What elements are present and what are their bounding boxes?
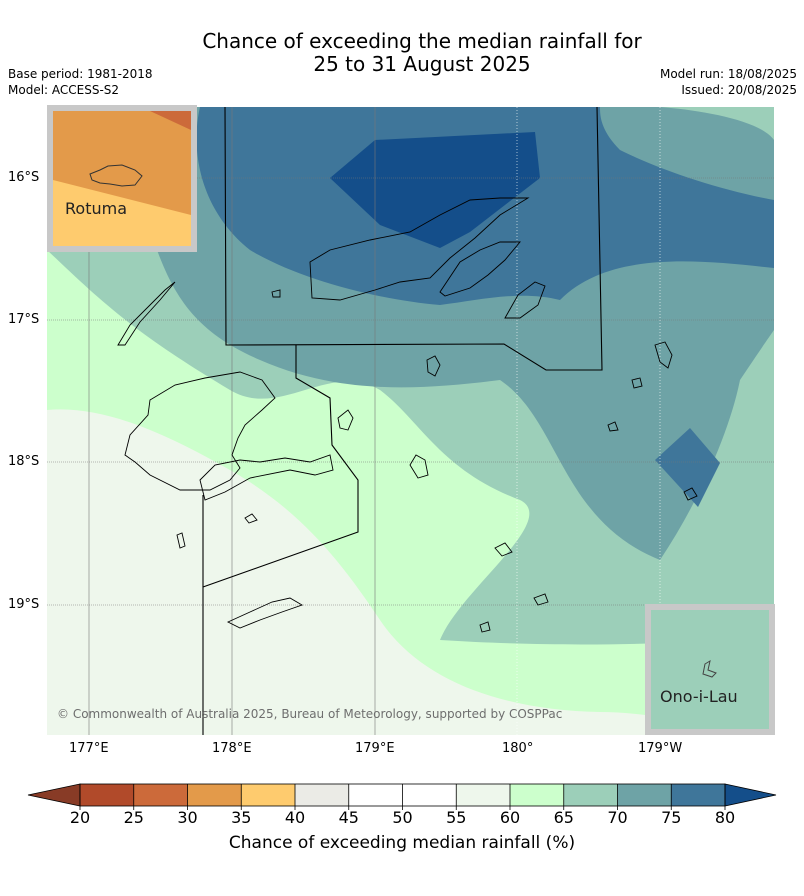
onoilau-inset <box>645 604 775 735</box>
island-small-1 <box>479 621 491 633</box>
lon-label-180: 180° <box>502 741 534 756</box>
onoilau-contour-65-70 <box>651 610 769 729</box>
island-small-3 <box>271 289 281 298</box>
colorbar-tick-label: 60 <box>499 808 521 827</box>
rotuma-island <box>89 164 143 187</box>
island-yasawa <box>117 281 176 346</box>
colorbar-tick-label: 40 <box>284 808 306 827</box>
contour-75-80-south <box>655 428 720 507</box>
colorbar-over-arrow <box>724 783 777 807</box>
copyright-notice: © Commonwealth of Australia 2025, Bureau… <box>57 707 563 721</box>
meta-left: Base period: 1981-2018 Model: ACCESS-S2 <box>8 66 153 98</box>
colorbar-tick-label: 30 <box>177 808 198 827</box>
island-beqa <box>244 513 258 524</box>
islands <box>117 197 698 633</box>
colorbar-segment <box>295 784 349 806</box>
colorbar-tick-label: 50 <box>392 808 413 827</box>
zone-boundaries <box>202 107 603 735</box>
model-run-label: Model run: 18/08/2025 <box>659 67 797 81</box>
chart-title: Chance of exceeding the median rainfall … <box>0 30 804 76</box>
contour-80-plus <box>330 132 540 248</box>
colorbar-segment <box>348 784 403 806</box>
colorbar-segment <box>241 784 295 806</box>
colorbar-tick-label: 25 <box>123 808 144 827</box>
taveuni-island <box>439 241 521 297</box>
lon-label-177e: 177°E <box>69 741 109 756</box>
colorbar-title: Chance of exceeding median rainfall (%) <box>228 833 576 853</box>
colorbar-tick-label: 70 <box>607 808 628 827</box>
rotuma-contour-35-40 <box>53 180 191 246</box>
colorbar-segment <box>187 784 242 806</box>
island-moala <box>683 487 698 501</box>
viti-levu-island <box>124 371 276 491</box>
island-lakeba <box>654 341 673 369</box>
colorbar-segment <box>671 784 725 806</box>
model-label: Model: ACCESS-S2 <box>8 83 120 97</box>
title-line-2: 25 to 31 August 2025 <box>313 52 531 76</box>
island-koro <box>426 355 441 377</box>
colorbar-segment <box>133 784 188 806</box>
lon-label-178e: 178°E <box>212 741 252 756</box>
island-ogea <box>533 593 549 606</box>
rotuma-contour-25-30 <box>150 111 191 130</box>
colorbar-tick-label: 65 <box>553 808 574 827</box>
island-small-2 <box>631 377 643 389</box>
lon-label-179e: 179°E <box>355 741 395 756</box>
colorbar-segment <box>563 784 618 806</box>
colorbar-segment <box>402 784 457 806</box>
colorbar-segment <box>617 784 672 806</box>
meta-right: Model run: 18/08/2025 Issued: 20/08/2025 <box>660 66 797 98</box>
lat-label-19s: 19°S <box>8 597 40 612</box>
island-matuku <box>494 542 513 557</box>
issued-label: Issued: 20/08/2025 <box>681 83 797 97</box>
rotuma-inset <box>47 105 197 252</box>
colorbar-segment <box>456 784 510 806</box>
island-vatulele <box>176 532 186 549</box>
kadavu-island <box>226 597 304 629</box>
vanua-levu-island <box>309 197 530 301</box>
colorbar-tick-label: 45 <box>338 808 359 827</box>
colorbar-under-arrow <box>27 783 81 807</box>
colorbar-tick-label: 55 <box>446 808 467 827</box>
base-period-label: Base period: 1981-2018 <box>8 67 153 81</box>
lat-label-18s: 18°S <box>8 454 40 469</box>
lat-label-17s: 17°S <box>8 312 40 327</box>
colorbar-tick-label: 35 <box>231 808 252 827</box>
colorbar-tick-label: 80 <box>714 808 736 827</box>
onoilau-island <box>702 659 717 678</box>
rotuma-label: Rotuma <box>65 199 127 218</box>
title-line-1: Chance of exceeding the median rainfall … <box>202 29 642 53</box>
island-ovalau <box>337 409 354 431</box>
island-totoya <box>607 421 619 432</box>
colorbar-tick-marks <box>79 784 726 810</box>
colorbar-segment <box>80 784 134 806</box>
island-gau <box>409 454 429 479</box>
lat-label-16s: 16°S <box>8 170 40 185</box>
island-east-1 <box>504 281 546 319</box>
onoilau-label: Ono-i-Lau <box>660 687 738 706</box>
colorbar-segment <box>510 784 564 806</box>
colorbar <box>27 783 777 807</box>
south-viti-island <box>199 454 334 501</box>
colorbar-tick-label: 75 <box>661 808 682 827</box>
lon-label-179w: 179°W <box>638 741 683 756</box>
colorbar-tick-label: 20 <box>69 808 91 827</box>
